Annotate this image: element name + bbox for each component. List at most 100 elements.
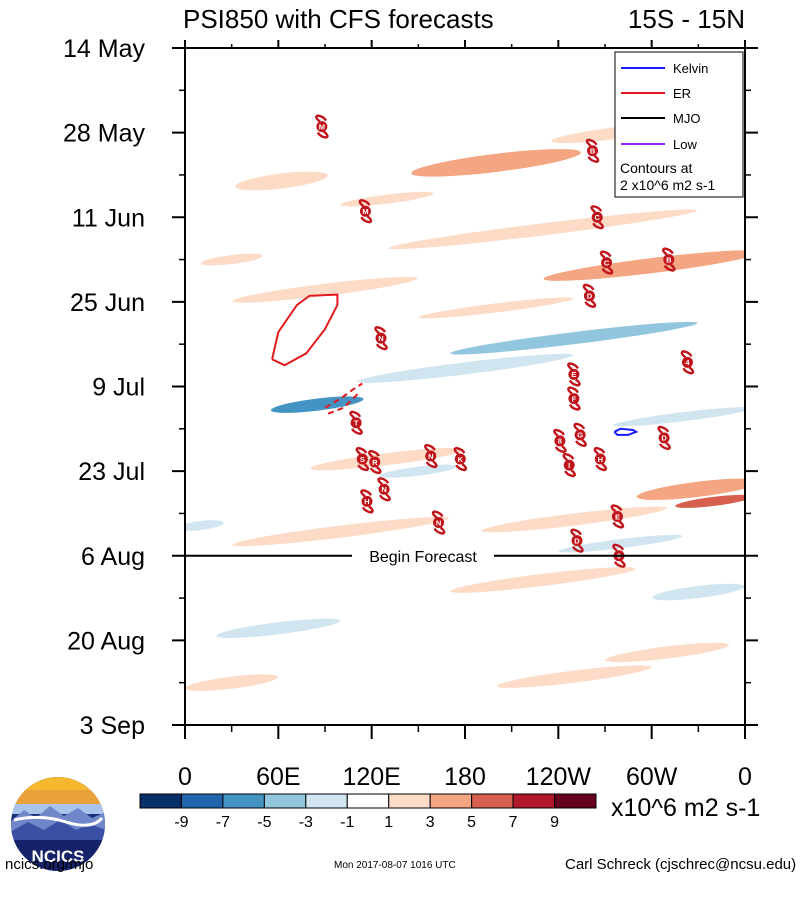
tc-core <box>316 121 328 133</box>
footer-website[interactable]: ncics.org/mjo <box>5 856 94 873</box>
tc-spiral-arms <box>570 528 584 553</box>
colorbar-box <box>222 793 265 809</box>
anomaly-streak-11 <box>636 478 745 500</box>
tc-letter: H <box>598 455 603 464</box>
tc-letter: I <box>568 461 570 470</box>
tc-letter: C <box>595 213 601 222</box>
y-tick-label: 3 Sep <box>80 712 145 740</box>
tc-marker-19: I <box>562 452 577 478</box>
psi850-anomaly-field <box>185 122 745 691</box>
tc-marker-16: R <box>367 449 382 475</box>
tc-spiral-arms <box>377 477 391 502</box>
tc-core <box>571 535 583 547</box>
tc-core <box>378 483 390 495</box>
tc-marker-23: E <box>610 504 625 529</box>
tc-core <box>574 429 586 441</box>
anomaly-streak-1 <box>411 149 582 177</box>
tc-core <box>369 456 381 468</box>
tc-marker-7: N <box>374 325 388 351</box>
tc-spiral-arms <box>599 250 614 275</box>
tc-core <box>425 450 437 462</box>
anomaly-streak-14 <box>481 506 667 533</box>
er-contour-2 <box>327 391 360 415</box>
colorbar-box <box>512 793 556 809</box>
er-contour-0 <box>271 293 339 367</box>
tc-core <box>611 510 623 522</box>
x-tick-label: 0 <box>178 763 192 791</box>
tc-core <box>361 495 373 507</box>
anomaly-streak-22 <box>652 583 745 601</box>
tc-letter: C <box>604 258 610 267</box>
tc-spiral-arms <box>453 446 468 472</box>
x-tick-label: 120W <box>526 763 592 791</box>
tropical-cyclone-markers: MBMCBCDN4EFTG8DSRNKIHNHEND9 <box>315 114 695 568</box>
colorbar-box <box>554 793 597 809</box>
tc-letter: M <box>319 122 325 131</box>
tc-spiral-arms <box>431 510 446 535</box>
legend-mjo-label: MJO <box>673 111 700 126</box>
tc-core <box>563 459 575 471</box>
tc-spiral-arms <box>553 428 567 454</box>
colorbar-label: 9 <box>550 814 559 831</box>
tc-letter: E <box>571 370 576 379</box>
anomaly-streak-17 <box>216 618 341 638</box>
tc-core <box>587 145 599 157</box>
tc-letter: H <box>364 497 369 506</box>
x-tick-label: 0 <box>738 763 752 791</box>
tc-spiral-arms <box>573 422 587 448</box>
tc-spiral-arms <box>562 452 577 478</box>
tc-marker-5: C <box>599 250 614 275</box>
er-contour-1 <box>324 382 363 409</box>
anomaly-streak-15 <box>185 520 224 531</box>
tc-core <box>359 205 371 217</box>
anomaly-streak-16 <box>558 534 683 553</box>
tc-spiral-arms <box>423 443 438 469</box>
wave-contours <box>271 293 639 436</box>
legend-low-label: Low <box>673 137 697 152</box>
colorbar-box <box>180 793 224 809</box>
tc-marker-22: H <box>360 489 374 514</box>
anomaly-streak-18 <box>450 567 636 593</box>
tc-core <box>554 435 566 447</box>
tc-spiral-arms <box>349 410 363 435</box>
contour-interval-value: 2 x10^6 m2 s-1 <box>620 177 715 193</box>
tc-spiral-arms <box>355 446 370 472</box>
y-tick-label: 23 Jul <box>78 458 145 486</box>
tc-core <box>375 332 387 344</box>
tc-marker-2: M <box>358 198 373 224</box>
tc-core <box>433 517 445 529</box>
tc-letter: T <box>354 419 359 428</box>
x-tick-label: 180 <box>444 763 486 791</box>
colorbar: -9 -7 -5 -3 -1 1 3 5 7 9 <box>139 793 597 831</box>
tc-core <box>591 211 603 223</box>
colorbar-label: 7 <box>509 814 518 831</box>
x-tick-label: 60W <box>626 763 678 791</box>
tc-spiral-arms <box>360 489 374 514</box>
tc-core <box>568 393 580 405</box>
anomaly-streak-24 <box>418 297 574 319</box>
colorbar-label: -1 <box>340 814 354 831</box>
colorbar-label: 1 <box>384 814 393 831</box>
colorbar-box <box>388 793 431 809</box>
tc-marker-8: 4 <box>680 350 695 375</box>
tc-spiral-arms <box>661 247 676 272</box>
tc-marker-14: D <box>657 425 671 451</box>
colorbar-label: -5 <box>257 814 271 831</box>
tc-core <box>594 453 606 465</box>
colorbar-box <box>429 793 473 809</box>
ncics-logo-graphic: NCICS <box>11 777 105 871</box>
colorbar-box <box>471 793 514 809</box>
tc-spiral-arms <box>612 543 626 568</box>
anomaly-streak-3 <box>388 209 698 250</box>
tc-core <box>663 254 675 266</box>
y-tick-label: 14 May <box>63 35 145 63</box>
kelvin-contour-0 <box>613 427 639 436</box>
begin-forecast-label: Begin Forecast <box>369 549 477 566</box>
ncics-logo-text: NCICS <box>32 847 85 866</box>
tc-letter: N <box>436 518 441 527</box>
anomaly-streak-10 <box>310 447 465 471</box>
tc-spiral-arms <box>367 449 382 475</box>
footer-timestamp: Mon 2017-08-07 1016 UTC <box>334 860 456 871</box>
tc-letter: D <box>661 434 667 443</box>
tc-letter: M <box>362 207 368 216</box>
